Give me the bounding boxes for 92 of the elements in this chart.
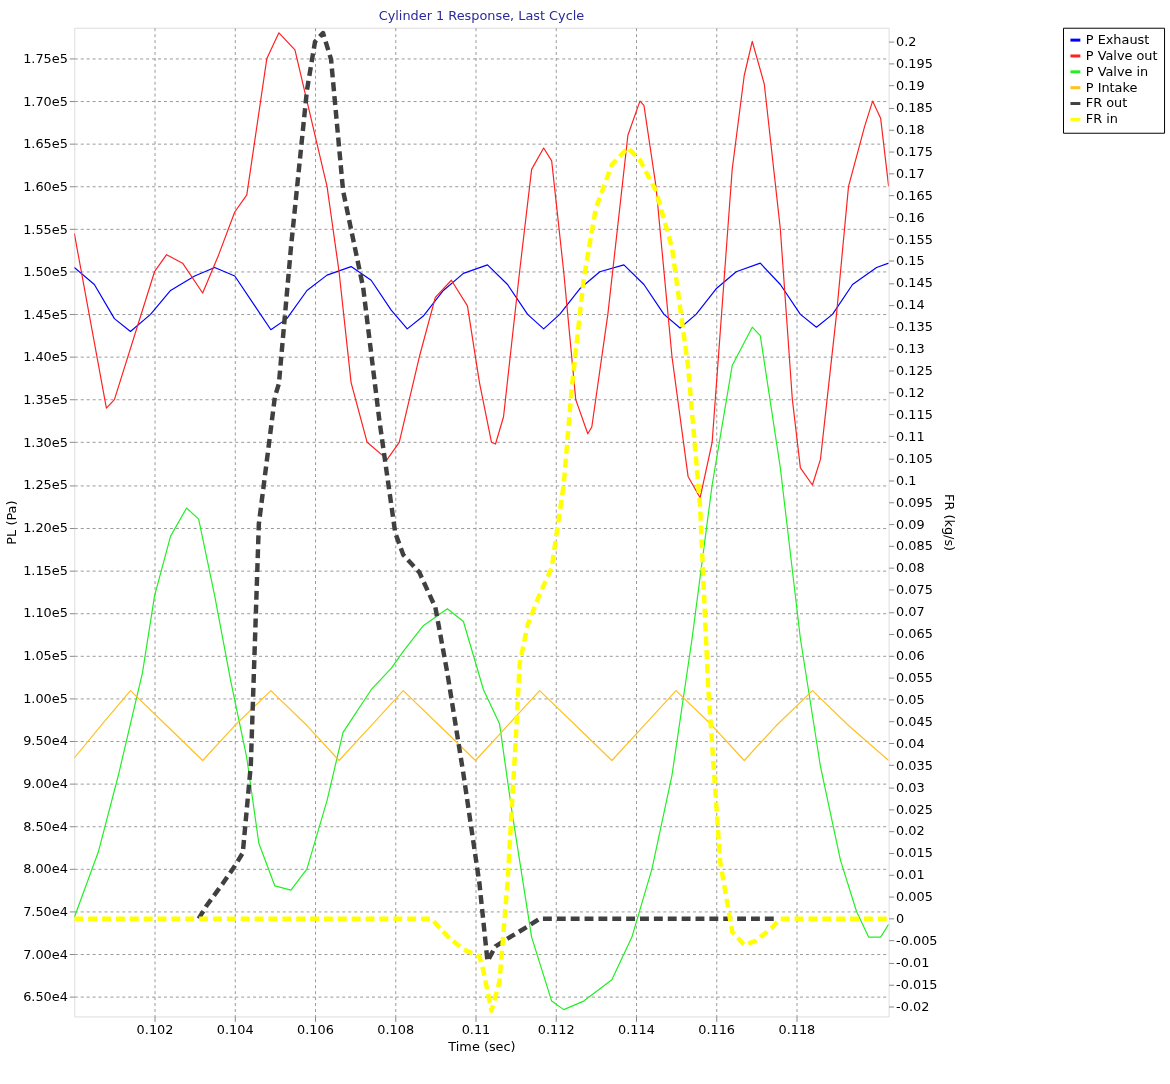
y-tick-label: 7.00e4: [23, 946, 68, 962]
y-tick-label: 1.60e5: [23, 178, 68, 194]
x-axis-title: Time (sec): [447, 1038, 516, 1054]
x-tick-label: 0.116: [698, 1021, 736, 1037]
y-tick-label: 9.00e4: [23, 776, 68, 792]
y-tick-label: 6.50e4: [23, 989, 68, 1005]
y2-tick-label: 0.16: [896, 209, 925, 225]
x-tick-label: 0.102: [136, 1021, 174, 1037]
x-tick-label: 0.112: [537, 1021, 575, 1037]
legend-label: P Exhaust: [1085, 32, 1150, 48]
y-tick-label: 1.65e5: [23, 136, 68, 152]
y-tick-label: 8.00e4: [23, 861, 68, 877]
x-tick-label: 0.118: [778, 1021, 816, 1037]
y2-tick-label: -0.02: [896, 998, 930, 1014]
y2-tick-label: 0.14: [896, 297, 925, 313]
y2-tick-label: 0.06: [896, 648, 925, 664]
x-tick-label: 0.106: [297, 1021, 334, 1037]
y2-tick-label: -0.015: [896, 976, 938, 992]
y2-tick-label: 0.165: [896, 187, 933, 203]
y2-tick-label: 0.09: [896, 516, 925, 532]
y2-tick-label: 0.17: [896, 165, 925, 181]
y2-axis-title: FR (kg/s): [941, 494, 957, 552]
x-tick-label: 0.108: [377, 1021, 415, 1037]
legend-label: FR out: [1085, 95, 1128, 111]
y-tick-label: 1.10e5: [23, 605, 68, 621]
y2-tick-label: 0.02: [896, 823, 925, 839]
y-tick-label: 1.25e5: [23, 477, 68, 493]
y2-tick-label: -0.01: [896, 954, 930, 970]
y2-tick-label: 0.035: [896, 757, 933, 773]
y-tick-label: 1.30e5: [23, 434, 68, 450]
y2-tick-label: 0.07: [896, 604, 925, 620]
y2-tick-label: 0.085: [896, 538, 933, 554]
y2-tick-label: 0.175: [896, 143, 933, 159]
y2-tick-label: 0: [896, 911, 905, 927]
y2-tick-label: 0.015: [896, 845, 933, 861]
y2-tick-label: 0.045: [896, 713, 933, 729]
y-tick-label: 8.50e4: [23, 818, 68, 834]
y2-tick-label: 0.13: [896, 341, 925, 357]
y-axis-title: PL (Pa): [4, 500, 20, 545]
legend-label: P Valve in: [1085, 63, 1149, 79]
y2-tick-label: 0.11: [896, 428, 925, 444]
line-series: [74, 32, 889, 499]
y-tick-label: 1.35e5: [23, 392, 68, 408]
y-tick-label: 7.50e4: [23, 903, 68, 919]
line-series: [74, 326, 889, 1011]
y2-tick-label: 0.055: [896, 669, 933, 685]
line-series: [74, 262, 889, 333]
y2-tick-label: 0.005: [896, 889, 933, 905]
legend-label: P Valve out: [1085, 47, 1158, 63]
y2-tick-label: 0.2: [896, 34, 917, 50]
y2-tick-label: 0.12: [896, 384, 925, 400]
y2-tick-label: 0.195: [896, 56, 933, 72]
x-tick-label: 0.104: [216, 1021, 254, 1037]
y2-tick-label: 0.01: [896, 867, 925, 883]
line-series: [74, 689, 889, 762]
y2-tick-label: 0.04: [896, 735, 925, 751]
y2-tick-label: 0.185: [896, 99, 933, 115]
y2-tick-label: 0.18: [896, 121, 925, 137]
y2-tick-label: 0.05: [896, 691, 925, 707]
x-tick-label: 0.11: [461, 1021, 491, 1037]
y2-tick-label: 0.15: [896, 253, 925, 269]
y-tick-label: 9.50e4: [23, 733, 68, 749]
y-tick-label: 1.00e5: [23, 690, 68, 706]
y2-tick-label: 0.075: [896, 582, 933, 598]
y2-tick-label: 0.1: [896, 472, 917, 488]
y-tick-label: 1.70e5: [23, 93, 68, 109]
y2-tick-label: 0.03: [896, 779, 925, 795]
y2-tick-label: 0.025: [896, 801, 933, 817]
y2-tick-label: 0.095: [896, 494, 933, 510]
chart-title: Cylinder 1 Response, Last Cycle: [378, 8, 585, 24]
y2-tick-label: 0.065: [896, 626, 933, 642]
y2-tick-label: 0.155: [896, 231, 933, 247]
y2-tick-label: -0.005: [896, 933, 938, 949]
y2-tick-label: 0.19: [896, 78, 925, 94]
y-tick-label: 1.20e5: [23, 520, 68, 536]
y2-tick-label: 0.125: [896, 363, 933, 379]
y-tick-label: 1.50e5: [23, 264, 68, 280]
y-tick-label: 1.45e5: [23, 306, 68, 322]
y2-tick-label: 0.08: [896, 560, 925, 576]
y-tick-label: 1.05e5: [23, 648, 68, 664]
y2-tick-label: 0.105: [896, 450, 933, 466]
y-tick-label: 1.40e5: [23, 349, 68, 365]
y2-tick-label: 0.145: [896, 275, 933, 291]
legend-label: FR in: [1085, 111, 1118, 127]
y2-tick-label: 0.115: [896, 406, 933, 422]
legend-label: P Intake: [1085, 79, 1138, 95]
y2-tick-label: 0.135: [896, 319, 933, 335]
line-series: [74, 145, 889, 1013]
x-tick-label: 0.114: [618, 1021, 655, 1037]
y-tick-label: 1.75e5: [23, 50, 68, 66]
y-tick-label: 1.15e5: [23, 562, 68, 578]
y-tick-label: 1.55e5: [23, 221, 68, 237]
